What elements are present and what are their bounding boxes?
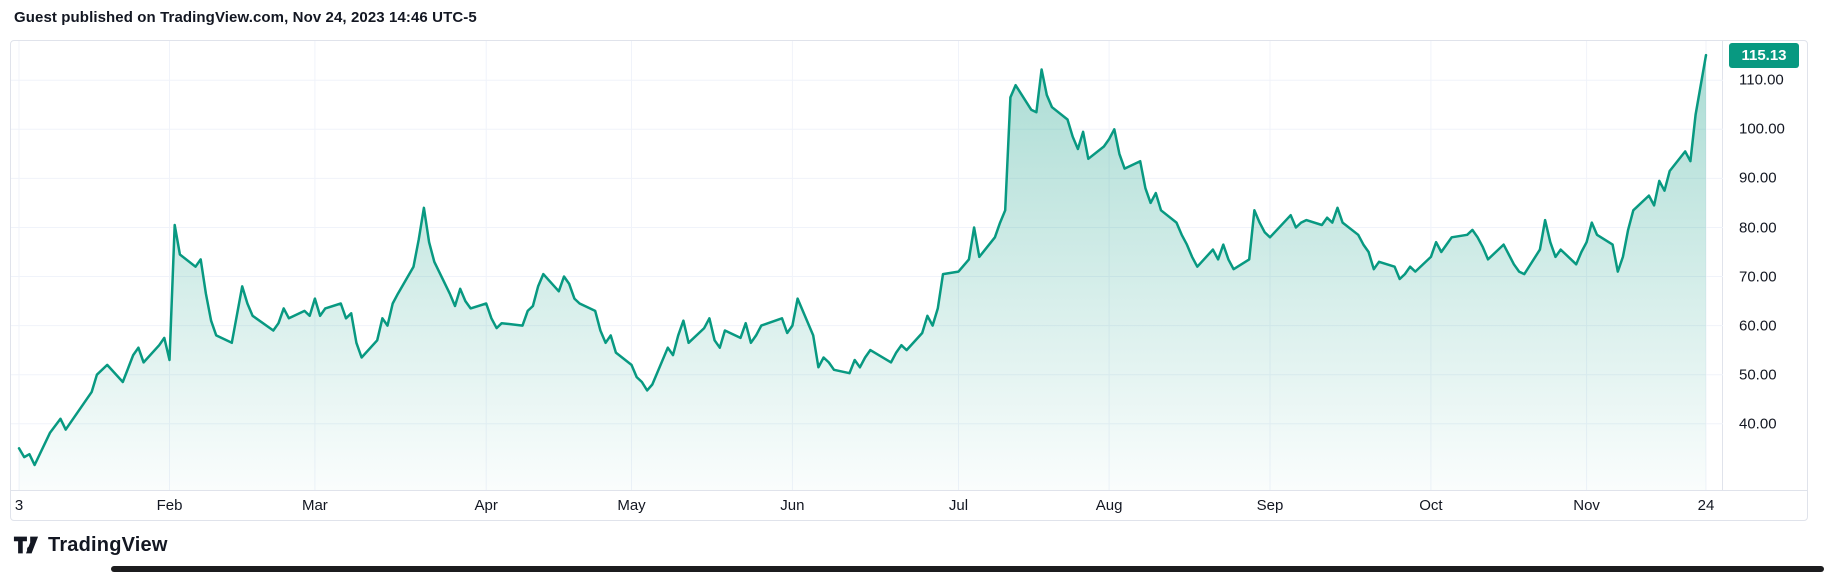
price-tick-label: 90.00 xyxy=(1739,169,1777,187)
time-tick-label-nov: Nov xyxy=(1573,497,1600,514)
tradingview-brand-link[interactable]: TradingView xyxy=(13,532,168,558)
price-scale[interactable]: 115.13 110.00 100.00 90.00 80.00 70.00 60.00 5… xyxy=(1725,41,1807,490)
tradingview-logo-icon xyxy=(13,536,39,554)
price-tick-label: 70.00 xyxy=(1739,268,1777,285)
price-tick-label: 80.00 xyxy=(1739,219,1777,236)
time-tick-label-jun: Jun xyxy=(780,497,805,514)
price-tick-label: 110.00 xyxy=(1739,71,1784,89)
time-axis[interactable]: 3 Feb Mar Apr May Jun Jul Aug Sep Oct Nov 24 xyxy=(11,491,1723,521)
chart-widget: 115.13 110.00 100.00 90.00 80.00 70.00 60.00 5… xyxy=(10,40,1808,521)
price-tick-label: 50.00 xyxy=(1739,366,1777,384)
time-tick-label-mar: Mar xyxy=(301,497,328,514)
time-tick-label-jul: Jul xyxy=(948,497,969,514)
time-tick-label-apr: Apr xyxy=(474,497,498,514)
time-tick-label-sep: Sep xyxy=(1256,497,1284,514)
price-line xyxy=(17,53,1708,467)
time-tick-label-oct: Oct xyxy=(1419,497,1443,514)
price-tick-label: 40.00 xyxy=(1739,415,1777,433)
time-tick-label-may: May xyxy=(617,497,646,514)
time-tick-label-feb: Feb xyxy=(156,497,183,514)
price-tick-label: 60.00 xyxy=(1739,317,1777,335)
price-area-chart xyxy=(11,41,1723,490)
area-fill xyxy=(19,55,1706,490)
price-chart-plot[interactable] xyxy=(11,41,1723,490)
time-axis-divider xyxy=(11,490,1807,491)
last-price-badge: 115.13 xyxy=(1729,42,1799,68)
time-tick-label-3: 3 xyxy=(14,497,24,514)
price-tick-label: 100.00 xyxy=(1739,120,1785,138)
published-by-text: Guest published on TradingView.com, Nov … xyxy=(14,9,477,26)
tradingview-wordmark: TradingView xyxy=(48,533,168,556)
bottom-scrollbar[interactable] xyxy=(111,566,1824,572)
time-tick-label-24: 24 xyxy=(1697,497,1715,514)
time-tick-label-aug: Aug xyxy=(1095,497,1123,514)
